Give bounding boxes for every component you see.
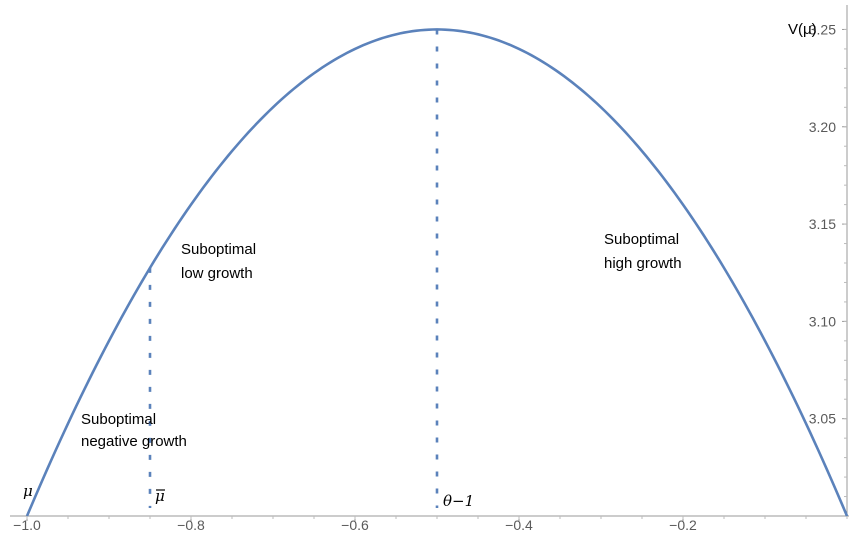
y-tick-label: 3.20: [809, 119, 836, 135]
reference-lines: [148, 29, 439, 508]
mu-label: μ: [23, 482, 33, 500]
y-ticks: 3.05 3.10 3.15 3.20 3.25: [809, 21, 847, 498]
x-tick-label: −0.6: [341, 517, 369, 533]
value-curve: [25, 28, 849, 517]
x-tick-label: −0.2: [669, 517, 697, 533]
theta-label: θ−1: [443, 492, 474, 510]
x-tick-label: −0.4: [505, 517, 533, 533]
y-axis-label: V(μ): [788, 21, 817, 38]
annotation-low-growth-line1: Suboptimal: [181, 241, 256, 258]
y-tick-label: 3.10: [809, 313, 836, 329]
y-tick-label: 3.15: [809, 216, 836, 232]
x-tick-label: −0.8: [177, 517, 205, 533]
annotation-negative-growth-line1: Suboptimal: [81, 411, 156, 428]
x-ticks: −1.0 −0.8 −0.6 −0.4 −0.2: [13, 516, 848, 533]
annotation-high-growth-line2: high growth: [604, 255, 682, 272]
y-tick-label: 3.25: [809, 21, 836, 37]
mu-bar-label: μ: [155, 487, 165, 505]
annotation-high-growth-line1: Suboptimal: [604, 231, 679, 248]
annotation-low-growth-line2: low growth: [181, 265, 253, 282]
x-tick-label: −1.0: [13, 517, 41, 533]
y-tick-label: 3.05: [809, 411, 836, 427]
annotation-negative-growth-line2: negative growth: [81, 433, 187, 450]
